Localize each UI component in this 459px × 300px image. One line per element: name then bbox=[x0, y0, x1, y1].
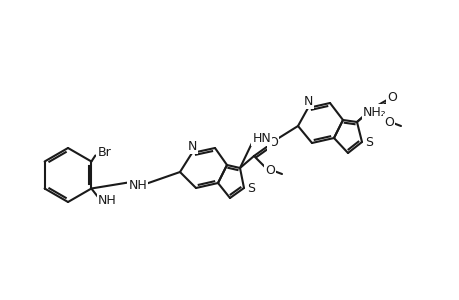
Text: HN: HN bbox=[252, 131, 271, 145]
Text: NH: NH bbox=[128, 179, 147, 192]
Text: O: O bbox=[386, 91, 396, 103]
Text: N: N bbox=[187, 140, 196, 152]
Text: N: N bbox=[302, 94, 312, 107]
Text: O: O bbox=[268, 136, 277, 149]
Text: NH₂: NH₂ bbox=[362, 106, 386, 118]
Text: S: S bbox=[246, 182, 254, 194]
Text: Br: Br bbox=[97, 146, 111, 159]
Text: O: O bbox=[383, 116, 393, 128]
Text: NH: NH bbox=[98, 194, 117, 207]
Text: S: S bbox=[364, 136, 372, 148]
Text: O: O bbox=[264, 164, 274, 176]
